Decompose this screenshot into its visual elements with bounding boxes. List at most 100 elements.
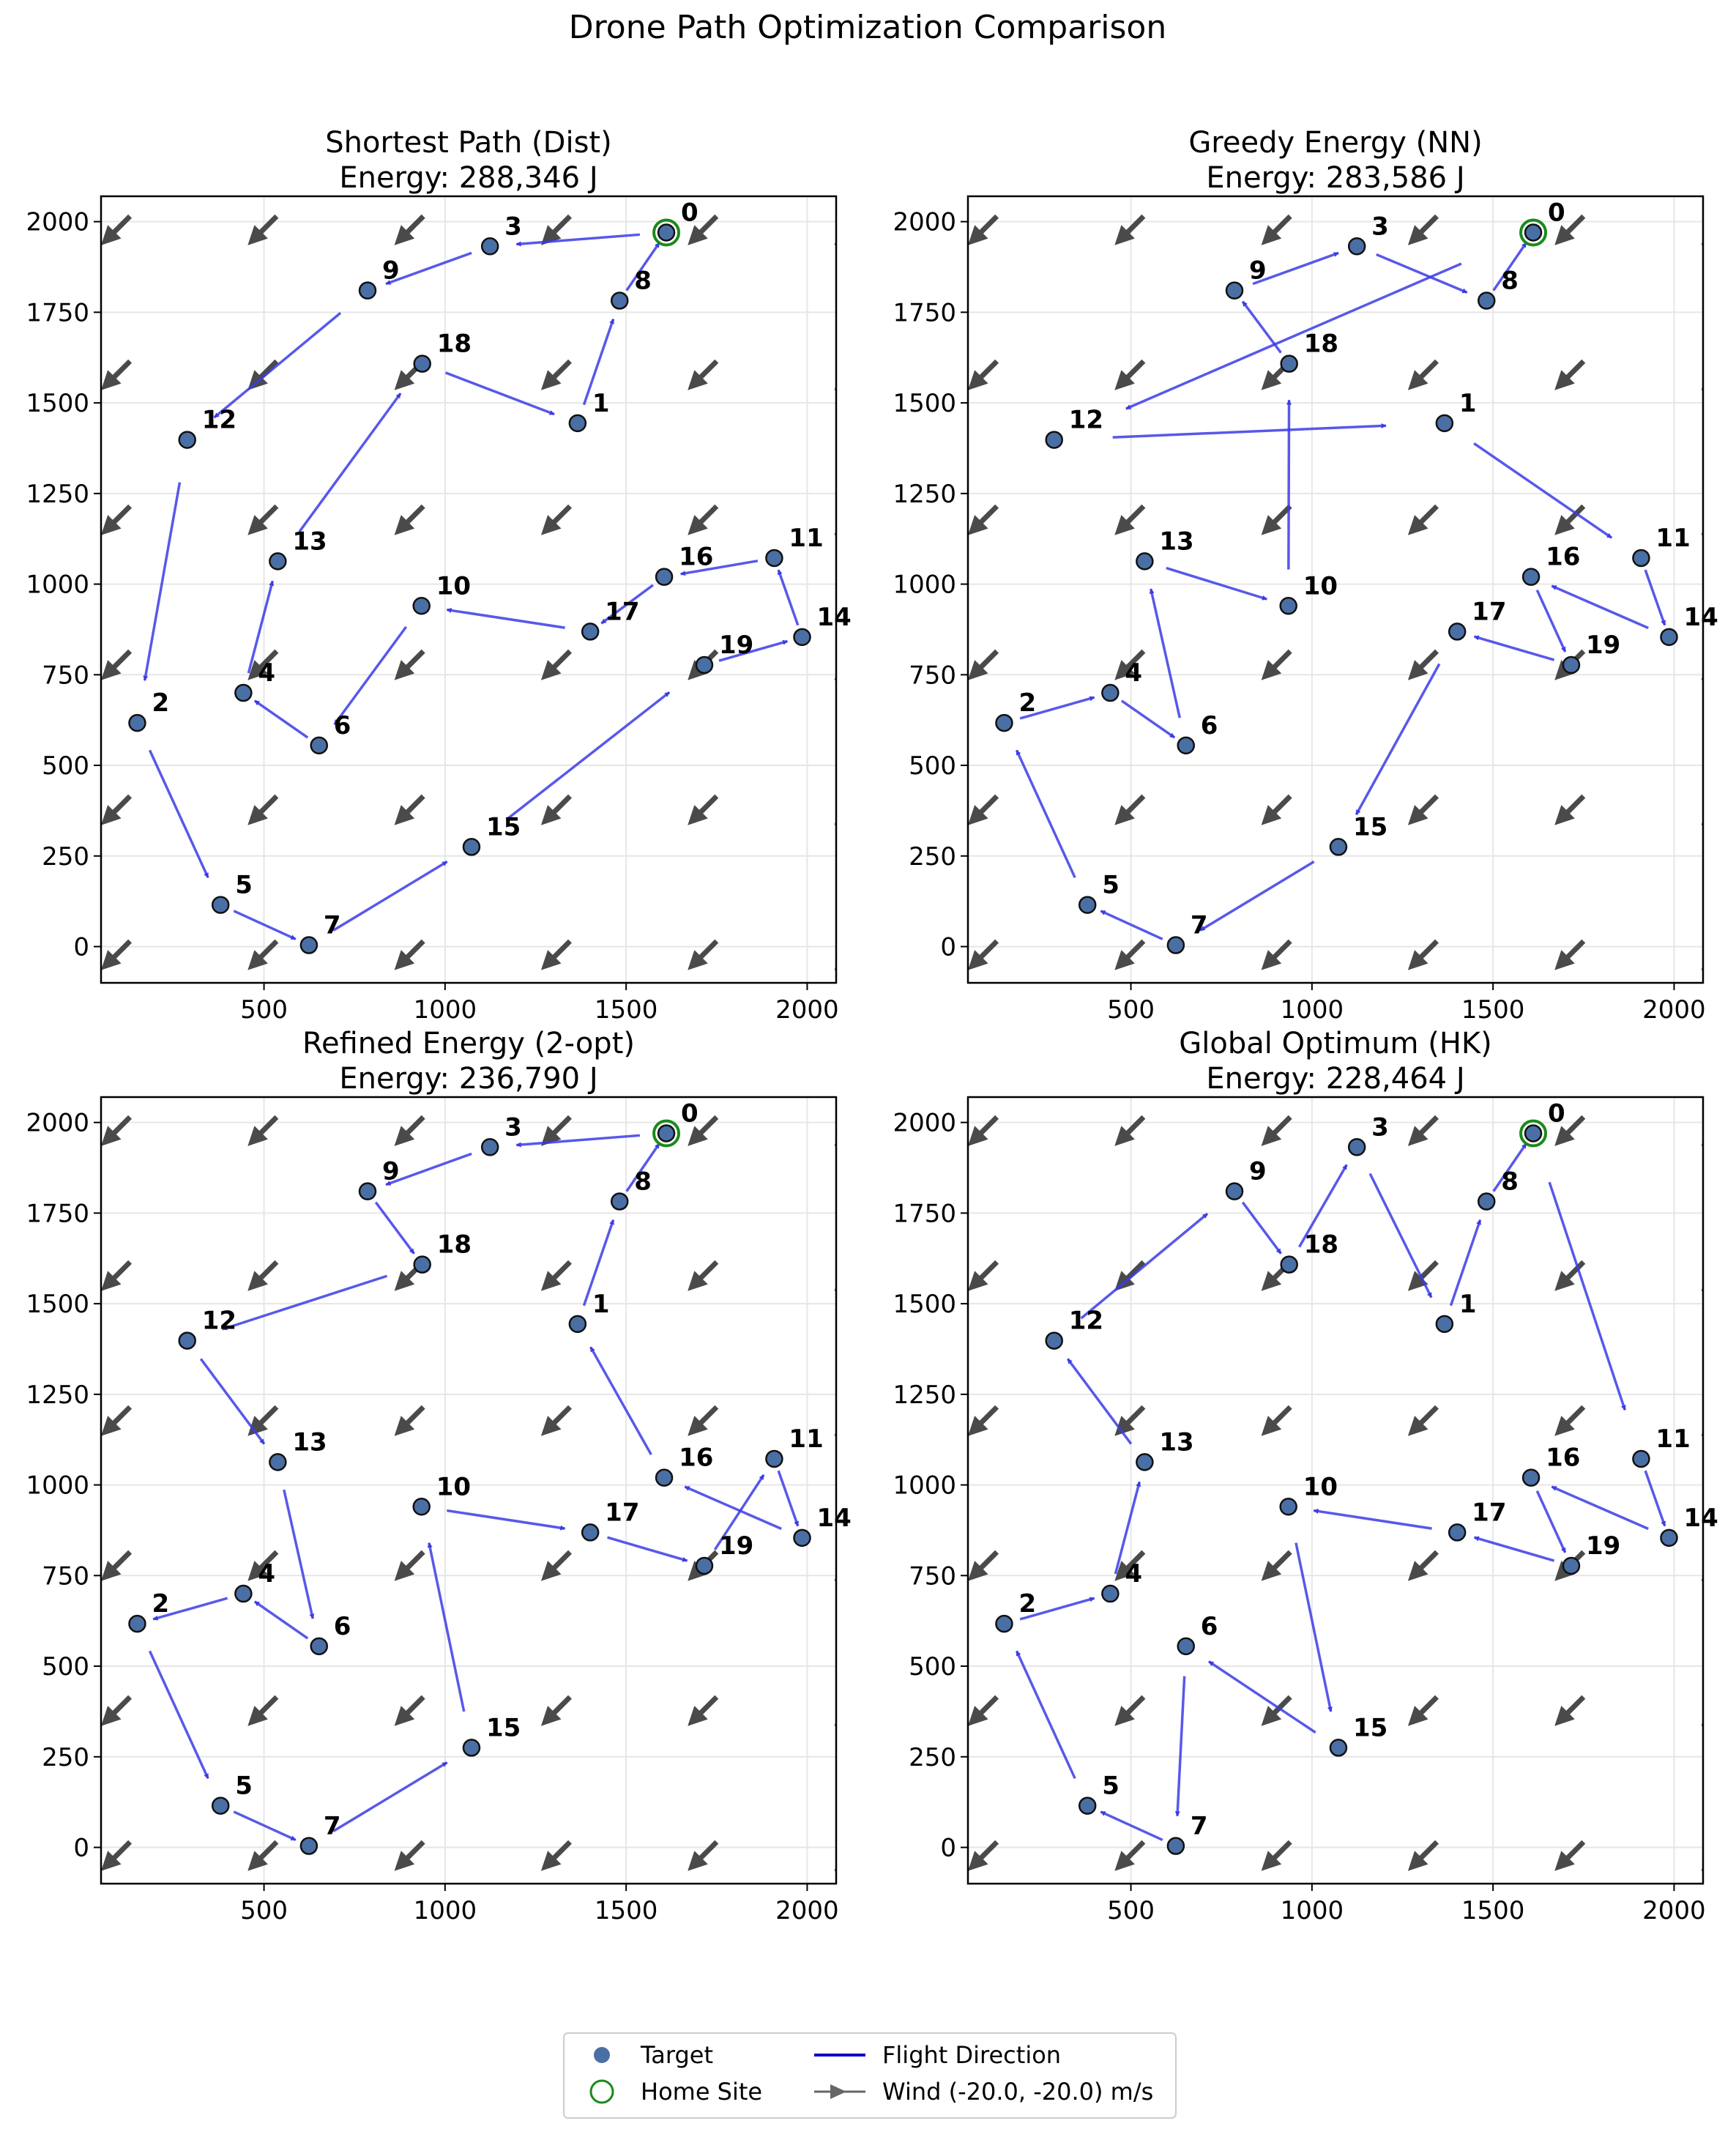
target-label: 16 (679, 1444, 713, 1473)
flight-leg (253, 1600, 309, 1640)
panel-3: Refined Energy (2-opt)Energy: 236,790 J 0… (26, 1027, 863, 1925)
axes-frame (100, 1096, 838, 1885)
target-label: 12 (1069, 406, 1103, 435)
flight-leg (1125, 262, 1462, 410)
target-label: 13 (292, 1427, 327, 1457)
x-tick-label: 1000 (414, 1896, 477, 1925)
target-label: 17 (1472, 597, 1506, 626)
y-tick-label: 750 (909, 1561, 956, 1591)
legend-home-marker (589, 2079, 614, 2104)
wind-arrowhead-icon (834, 1575, 836, 1581)
wind-arrowhead-icon (1407, 1706, 1428, 1726)
y-tick-label: 2000 (893, 208, 956, 237)
target-point (1078, 1797, 1097, 1815)
flight-leg (1551, 1485, 1649, 1531)
target-label: 6 (334, 711, 351, 740)
wind-arrowhead-icon (834, 1285, 836, 1291)
y-tick-label: 1250 (26, 480, 89, 509)
wind-arrowhead-icon (1261, 805, 1282, 825)
flight-leg (148, 1650, 209, 1780)
wind-arrowhead-icon (101, 1271, 122, 1291)
target-point (211, 896, 230, 914)
x-tick-label: 2000 (775, 995, 839, 1025)
flight-leg (152, 1597, 228, 1621)
grid (101, 1097, 836, 1884)
target-point (211, 1797, 230, 1815)
panels: Shortest Path (Dist)Energy: 288,346 J012… (26, 126, 1730, 1925)
y-tick-label: 1750 (893, 1199, 956, 1228)
wind-arrowhead-icon (101, 950, 122, 970)
flight-leg (589, 1346, 652, 1456)
wind-arrowhead-icon (1114, 950, 1135, 970)
wind-arrowhead-icon (540, 950, 562, 970)
target-point (995, 713, 1013, 732)
legend-home-label: Home Site (641, 2078, 762, 2106)
wind-arrowhead-icon (1407, 225, 1428, 245)
target-point (128, 713, 146, 732)
target-label: 14 (1684, 1504, 1718, 1533)
flight-leg (247, 580, 275, 674)
target-label: 16 (1546, 543, 1580, 572)
target-label: 12 (202, 406, 236, 435)
y-tick-label: 2000 (26, 1109, 89, 1138)
flight-route (1015, 1142, 1666, 1841)
wind-arrowhead-icon (834, 530, 836, 535)
wind-arrow-shaft (843, 941, 863, 961)
target-label: 19 (1586, 1531, 1620, 1561)
target-point (568, 414, 587, 433)
target-label: 6 (1201, 1612, 1218, 1641)
target-label: 18 (437, 1230, 472, 1260)
ticks: 500 1000 1500 20000250500750100012501500175… (893, 208, 1705, 1025)
target-point (1177, 736, 1195, 755)
wind-arrowhead-icon (834, 1865, 836, 1871)
target-label: 13 (1159, 527, 1193, 556)
target-label: 0 (1548, 1099, 1565, 1128)
target-label: 11 (1655, 524, 1690, 553)
wind-arrowhead-icon (1407, 515, 1428, 535)
flight-route (1015, 242, 1666, 940)
wind-arrow-shaft (1710, 1262, 1730, 1282)
target-point (310, 1637, 328, 1656)
target-point (1524, 223, 1543, 242)
target-label: 8 (1501, 1167, 1519, 1197)
target-point (1136, 1453, 1154, 1471)
target-point (765, 549, 783, 568)
x-tick-label: 1500 (595, 1896, 658, 1925)
target-label: 15 (486, 812, 521, 841)
wind-arrowhead-icon (101, 225, 122, 245)
wind-arrowhead-icon (247, 225, 268, 245)
wind-arrow-shaft (843, 506, 863, 526)
wind-arrowhead-icon (101, 1706, 122, 1726)
wind-arrowhead-icon (968, 1416, 988, 1436)
flight-leg (374, 1201, 415, 1255)
wind-arrowhead-icon (1701, 675, 1703, 680)
wind-arrowhead-icon (247, 1561, 268, 1581)
target-label: 6 (1201, 711, 1218, 740)
target-label: 3 (504, 212, 522, 241)
target-label: 19 (719, 631, 753, 660)
target-point (310, 736, 328, 755)
target-point (1448, 1523, 1467, 1542)
wind-arrowhead-icon (247, 1271, 268, 1291)
flight-leg (298, 393, 402, 532)
target-label: 9 (1249, 1157, 1267, 1186)
y-tick-label: 1250 (893, 1381, 956, 1410)
wind-arrowhead-icon (1554, 370, 1575, 390)
wind-arrow-shaft (1710, 1697, 1730, 1717)
target-point (1347, 237, 1366, 256)
x-tick-label: 2000 (775, 1896, 839, 1925)
ticks: 500 1000 1500 20000250500750100012501500175… (26, 1109, 838, 1925)
wind-arrowhead-icon (1701, 1140, 1703, 1146)
wind-arrow-shaft (1710, 506, 1730, 526)
target-point (1632, 1449, 1650, 1468)
flight-leg (684, 1485, 782, 1531)
wind-arrowhead-icon (1701, 1285, 1703, 1291)
target-point (657, 1124, 676, 1142)
panel-title: Greedy Energy (NN) (1188, 126, 1482, 160)
wind-arrow-shaft (1710, 1117, 1730, 1137)
wind-arrowhead-icon (834, 239, 836, 245)
wind-arrowhead-icon (540, 1416, 562, 1436)
legend-target-label: Target (640, 2041, 713, 2069)
wind-arrow-shaft (843, 1262, 863, 1282)
